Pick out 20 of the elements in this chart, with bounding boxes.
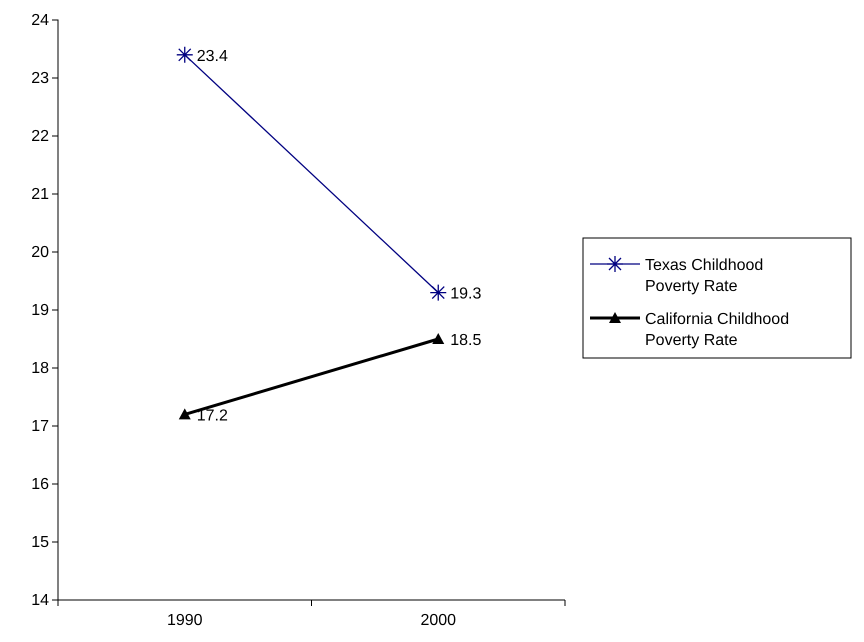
data-label: 23.4 (196, 48, 228, 65)
y-tick-label: 24 (31, 12, 50, 30)
y-tick-label: 14 (31, 592, 50, 610)
y-tick-label: 23 (31, 70, 50, 88)
point (430, 284, 447, 302)
y-tick-label: 16 (31, 476, 50, 494)
point (176, 46, 194, 64)
data-label: 18.5 (450, 332, 482, 349)
x-tick-label: 2000 (420, 612, 456, 629)
y-tick-label: 18 (31, 360, 50, 378)
y-tick-label: 17 (31, 418, 50, 436)
y-tick-label: 15 (31, 534, 50, 552)
legend-label: Texas Childhood Poverty Rate (645, 257, 764, 295)
y-tick-label: 20 (31, 244, 50, 262)
y-tick-label: 21 (31, 186, 50, 204)
y-tick-label: 22 (31, 128, 50, 146)
x-tick-label: 1990 (166, 612, 203, 629)
legend-label: California Childhood Poverty Rate (645, 311, 790, 349)
data-label: 19.3 (450, 286, 482, 303)
y-tick-label: 19 (31, 302, 50, 320)
